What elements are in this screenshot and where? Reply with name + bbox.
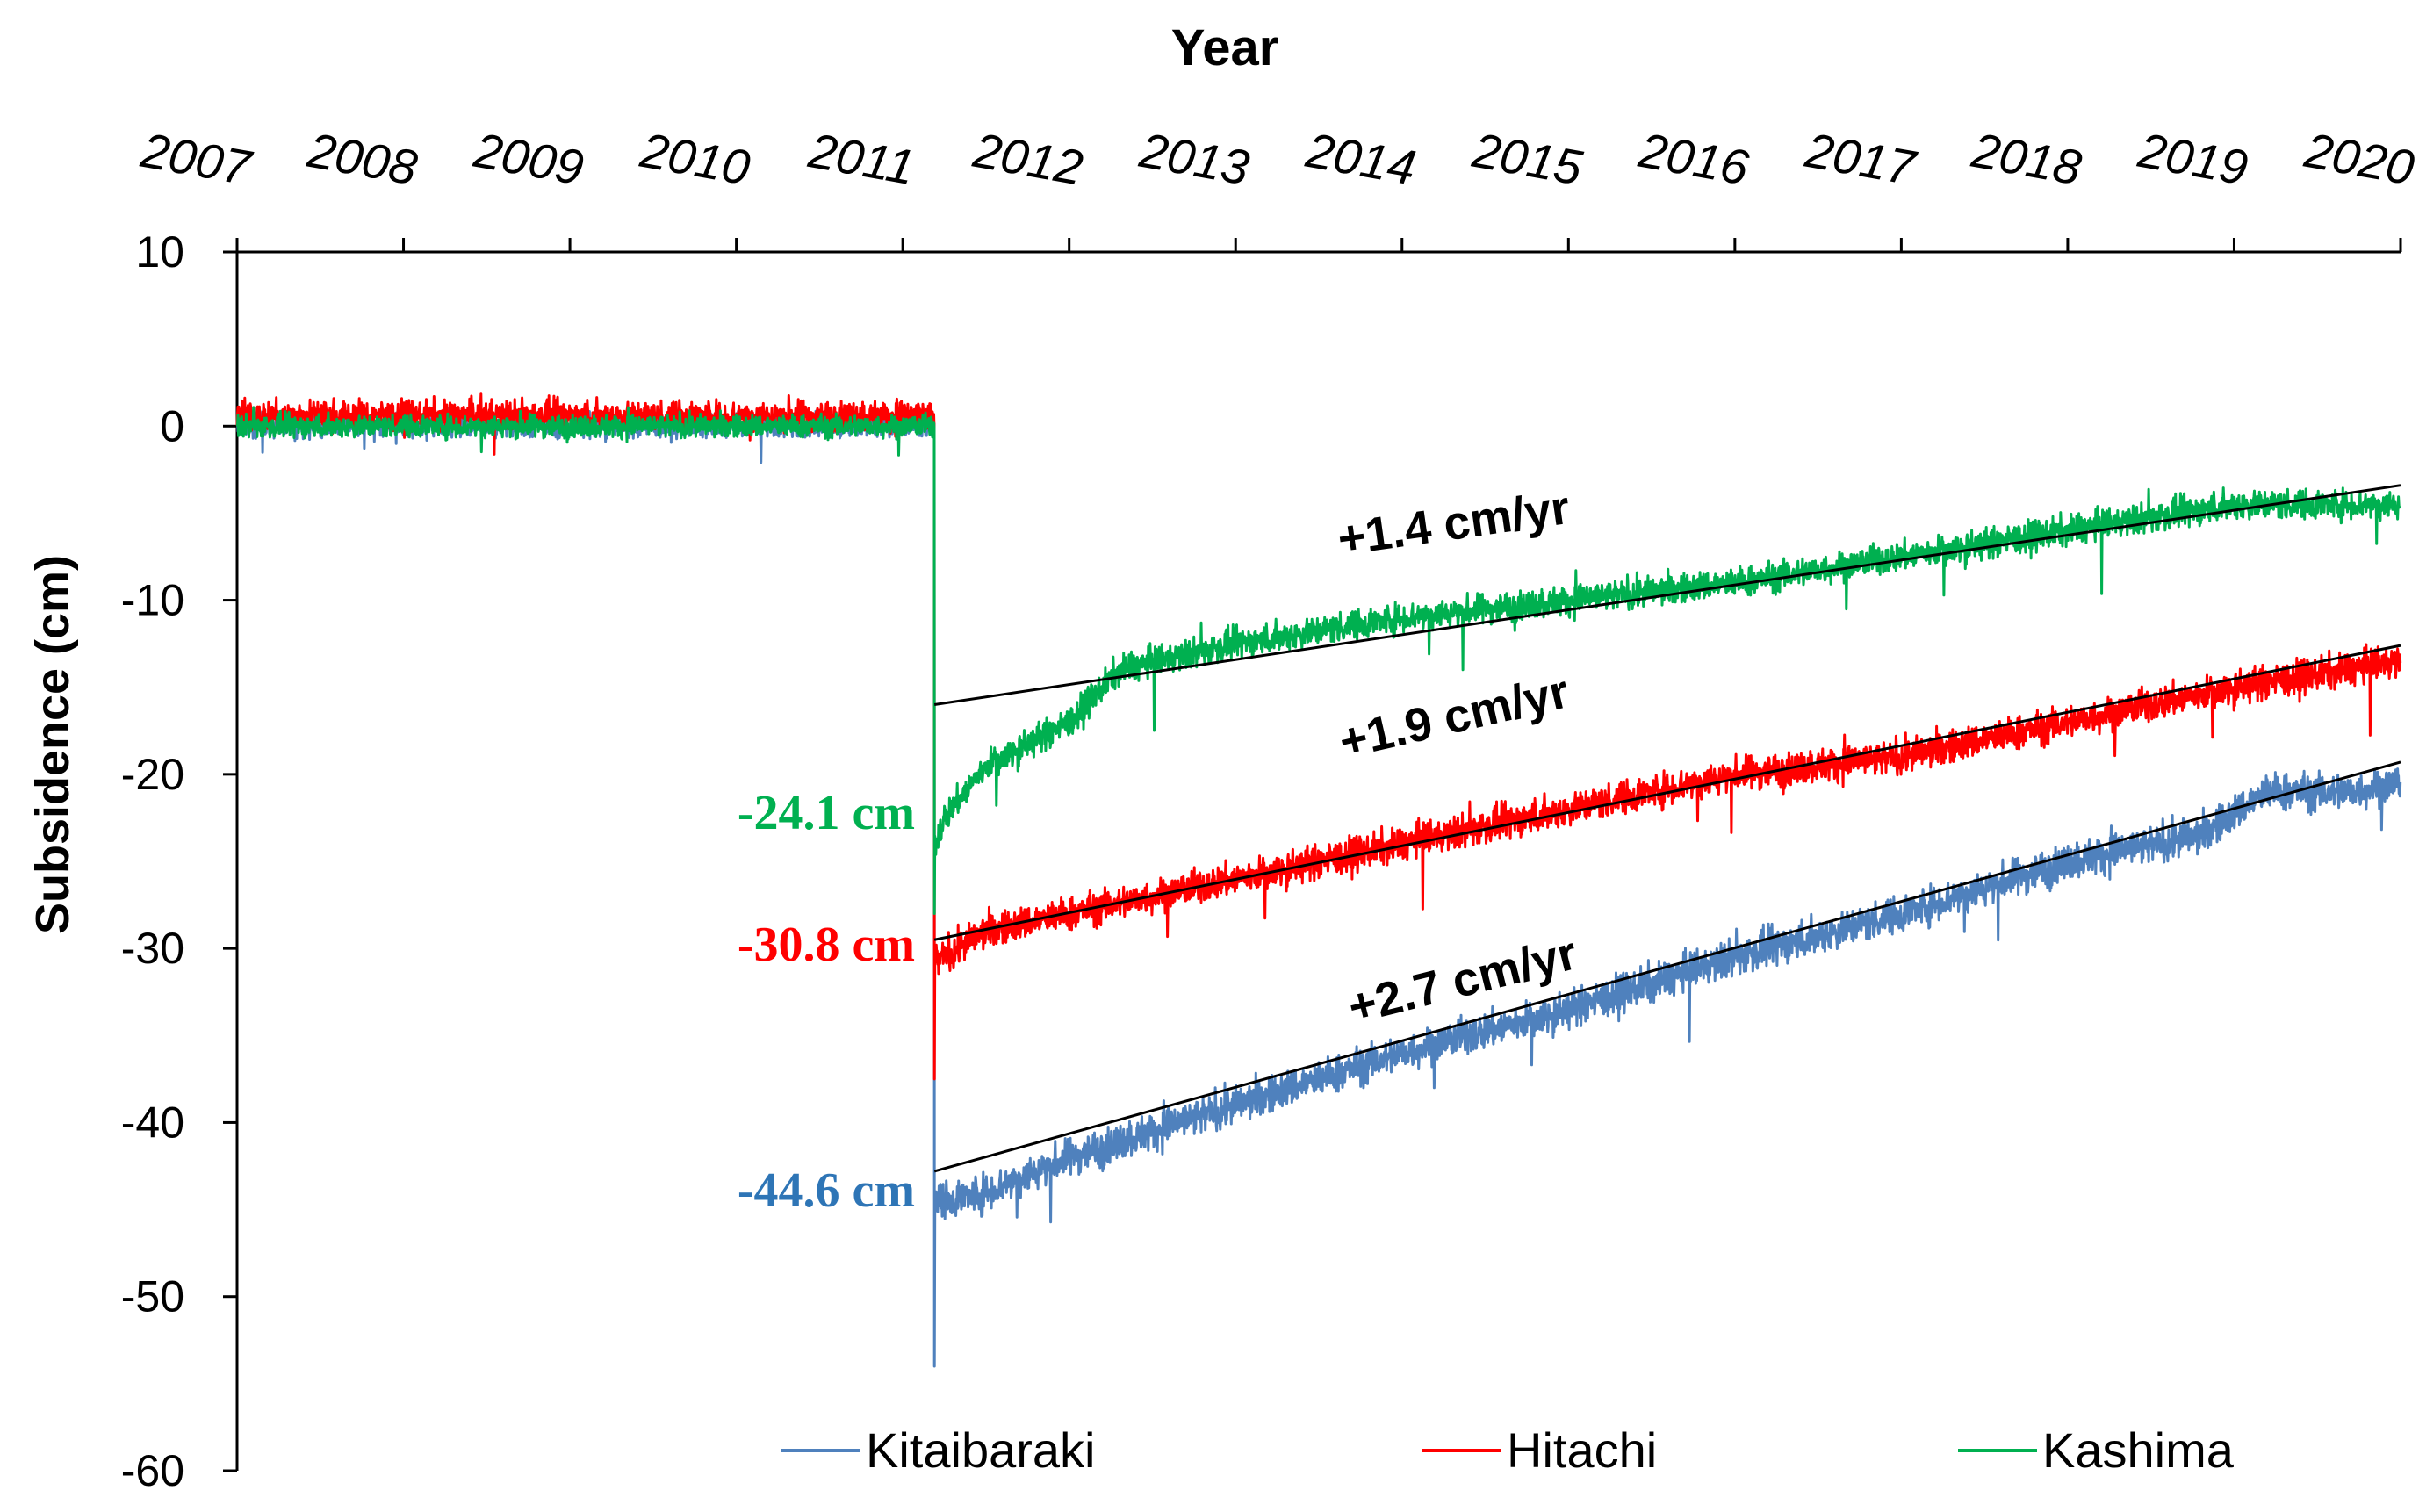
trend-rate-label: +1.9 cm/yr — [1335, 665, 1573, 768]
x-tick-label: 2011 — [804, 122, 919, 195]
trend-rate-label: +1.4 cm/yr — [1335, 481, 1573, 565]
x-tick-label: 2020 — [2300, 122, 2419, 196]
legend-label: Kitaibaraki — [866, 1422, 1095, 1478]
x-axis-title: Year — [1171, 19, 1279, 76]
y-tick-label: 0 — [160, 401, 184, 450]
data-series — [235, 392, 2402, 1368]
offset-label: -24.1 cm — [738, 786, 915, 840]
x-tick-label: 2013 — [1135, 122, 1254, 196]
x-tick-label: 2007 — [137, 122, 256, 196]
trend-lines — [933, 484, 2401, 1173]
axes — [235, 250, 2401, 1471]
x-tick-label: 2009 — [470, 122, 588, 196]
x-tick-label: 2019 — [2134, 122, 2252, 196]
y-tick-label: -60 — [121, 1446, 184, 1495]
legend-label: Kashima — [2042, 1422, 2235, 1478]
series-line-hitachi — [235, 392, 2402, 1081]
offset-label: -30.8 cm — [738, 918, 915, 972]
x-tick-label: 2010 — [636, 122, 754, 196]
x-axis-ticks: 2007 2008 2009 2010 2011 2012 2013 2014 2015 2016… — [137, 122, 2419, 252]
y-tick-label: -40 — [121, 1098, 184, 1147]
series-line-kashima — [235, 406, 2402, 915]
y-tick-label: -20 — [121, 750, 184, 799]
offset-label: -44.6 cm — [738, 1163, 915, 1218]
y-axis-ticks: 10 0 -10 -20 -30 -40 -50 -60 — [121, 227, 237, 1495]
trend-line-kashima — [933, 484, 2401, 707]
series-line-kitaibaraki — [236, 406, 2402, 1368]
y-tick-label: 10 — [135, 227, 184, 277]
y-tick-label: -10 — [121, 576, 184, 625]
x-tick-label: 2012 — [968, 122, 1087, 196]
y-tick-label: -50 — [121, 1272, 184, 1321]
x-tick-label: 2018 — [1968, 122, 2086, 196]
legend: Kitaibaraki Hitachi Kashima — [781, 1422, 2235, 1478]
y-axis-title: Subsidence (cm) — [26, 555, 79, 934]
y-tick-label: -30 — [121, 924, 184, 973]
trend-line-kitaibaraki — [933, 760, 2401, 1173]
legend-label: Hitachi — [1507, 1422, 1657, 1478]
x-tick-label: 2017 — [1801, 122, 1920, 196]
x-tick-label: 2014 — [1301, 122, 1420, 196]
x-tick-label: 2016 — [1634, 122, 1753, 196]
trend-line-hitachi — [933, 644, 2401, 941]
x-tick-label: 2008 — [303, 122, 421, 196]
x-tick-label: 2015 — [1468, 122, 1587, 196]
